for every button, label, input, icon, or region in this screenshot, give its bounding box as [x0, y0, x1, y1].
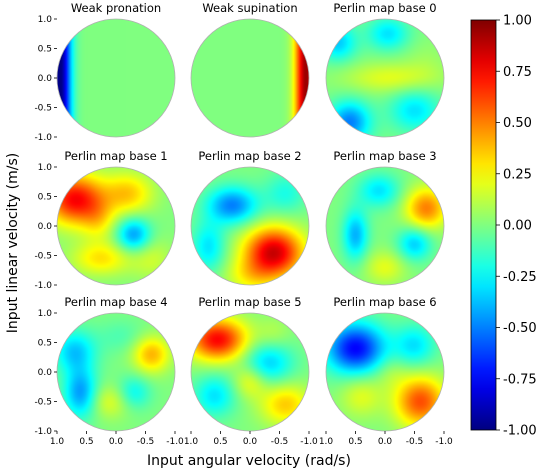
- colorbar: 1.00 0.75 0.50 0.25 0.00 -0.25 -0.50 -0.75 -1.00: [470, 14, 537, 439]
- panel-title: Perlin map base 4: [64, 295, 167, 309]
- panel-outline: [190, 18, 310, 138]
- panel-heatmap: [326, 313, 444, 431]
- colorbar-tick-label: 0.00: [503, 219, 532, 234]
- x-tick-label: -1.0: [300, 437, 318, 447]
- x-tick-label: 1.0: [184, 437, 199, 447]
- panel-6: Perlin map base 3: [325, 149, 445, 286]
- panel-title: Perlin map base 6: [333, 295, 436, 309]
- colorbar-tick-label: 0.50: [503, 116, 532, 131]
- panel-8: Perlin map base 5 1.0 0.5 0.0 -0.5 -1.0: [184, 295, 318, 447]
- y-tick-label: -0.5: [34, 104, 52, 114]
- x-tick-label: 1.0: [319, 437, 334, 447]
- colorbar-tick-label: 0.75: [503, 65, 532, 80]
- panel-9: Perlin map base 6 1.0 0.5 0.0 -0.5 -1.0: [319, 295, 453, 447]
- panel-outline: [325, 18, 445, 138]
- y-tick-label: -1.0: [34, 133, 52, 143]
- panel-heatmap: [326, 167, 444, 285]
- panel-7: Perlin map base 41.00.50.0-0.5-1.01.0 0.5…: [34, 295, 184, 447]
- panel-grid: Weak pronation 1.0 0.5 0.0 -0.5 -1.0 Weak supi…: [34, 1, 453, 447]
- x-tick-label: 1.0: [50, 437, 65, 447]
- panel-title: Perlin map base 5: [198, 295, 301, 309]
- panel-heatmap: [57, 313, 175, 431]
- panel-title: Weak pronation: [71, 1, 161, 15]
- x-axis-label: Input angular velocity (rad/s): [147, 453, 351, 469]
- panel-title: Weak supination: [202, 1, 297, 15]
- y-tick-label: 1.0: [38, 15, 53, 25]
- x-tick-label: 0.0: [378, 437, 393, 447]
- y-tick-label: 0.0: [38, 222, 53, 232]
- y-tick-label: -0.5: [34, 398, 52, 408]
- panel-outline: [190, 166, 310, 286]
- panel-heatmap: [57, 167, 175, 285]
- panel-heatmap: [191, 313, 309, 431]
- y-tick-label: -0.5: [34, 252, 52, 262]
- panel-5: Perlin map base 2: [190, 149, 310, 286]
- x-tick-label: 0.0: [109, 437, 124, 447]
- panel-title: Perlin map base 2: [198, 149, 301, 163]
- colorbar-tick-label: 0.25: [503, 167, 532, 182]
- y-axis-label: Input linear velocity (m/s): [5, 153, 21, 334]
- colorbar-tick-label: -1.00: [503, 424, 537, 439]
- x-tick-label: -0.5: [137, 437, 155, 447]
- colorbar-tick-label: -0.75: [503, 372, 537, 387]
- panel-heatmap: [191, 19, 309, 137]
- y-tick-label: 0.0: [38, 74, 53, 84]
- x-tick-label: -1.0: [435, 437, 453, 447]
- colorbar-tick-label: -0.25: [503, 270, 537, 285]
- x-tick-label: 0.5: [348, 437, 362, 447]
- x-tick-label: -1.0: [166, 437, 184, 447]
- x-tick-label: 0.5: [79, 437, 93, 447]
- y-tick-label: 0.5: [38, 45, 52, 55]
- panel-3: Perlin map base 0: [325, 1, 445, 138]
- x-tick-label: 0.0: [243, 437, 258, 447]
- panel-outline: [325, 166, 445, 286]
- colorbar-tick-label: 1.00: [503, 14, 532, 29]
- panel-heatmap: [57, 19, 175, 137]
- y-tick-label: 1.0: [38, 309, 53, 319]
- panel-title: Perlin map base 0: [333, 1, 436, 15]
- colorbar-tick-label: -0.50: [503, 321, 537, 336]
- x-tick-label: 0.5: [213, 437, 227, 447]
- panel-title: Perlin map base 3: [333, 149, 436, 163]
- y-tick-label: 0.5: [38, 193, 52, 203]
- x-tick-label: -0.5: [271, 437, 289, 447]
- panel-heatmap: [191, 167, 309, 285]
- colorbar-gradient: [470, 19, 497, 431]
- y-tick-label: -1.0: [34, 427, 52, 437]
- panel-4: Perlin map base 1 1.0 0.5 0.0 -0.5 -1.0: [34, 149, 176, 291]
- panel-1: Weak pronation 1.0 0.5 0.0 -0.5 -1.0: [34, 1, 176, 143]
- panel-title: Perlin map base 1: [64, 149, 167, 163]
- y-tick-label: 0.0: [38, 368, 53, 378]
- panel-2: Weak supination: [190, 1, 310, 138]
- y-tick-label: -1.0: [34, 281, 52, 291]
- x-tick-label: -0.5: [406, 437, 424, 447]
- y-tick-label: 1.0: [38, 163, 53, 173]
- y-tick-label: 0.5: [38, 339, 52, 349]
- panel-heatmap: [326, 19, 444, 137]
